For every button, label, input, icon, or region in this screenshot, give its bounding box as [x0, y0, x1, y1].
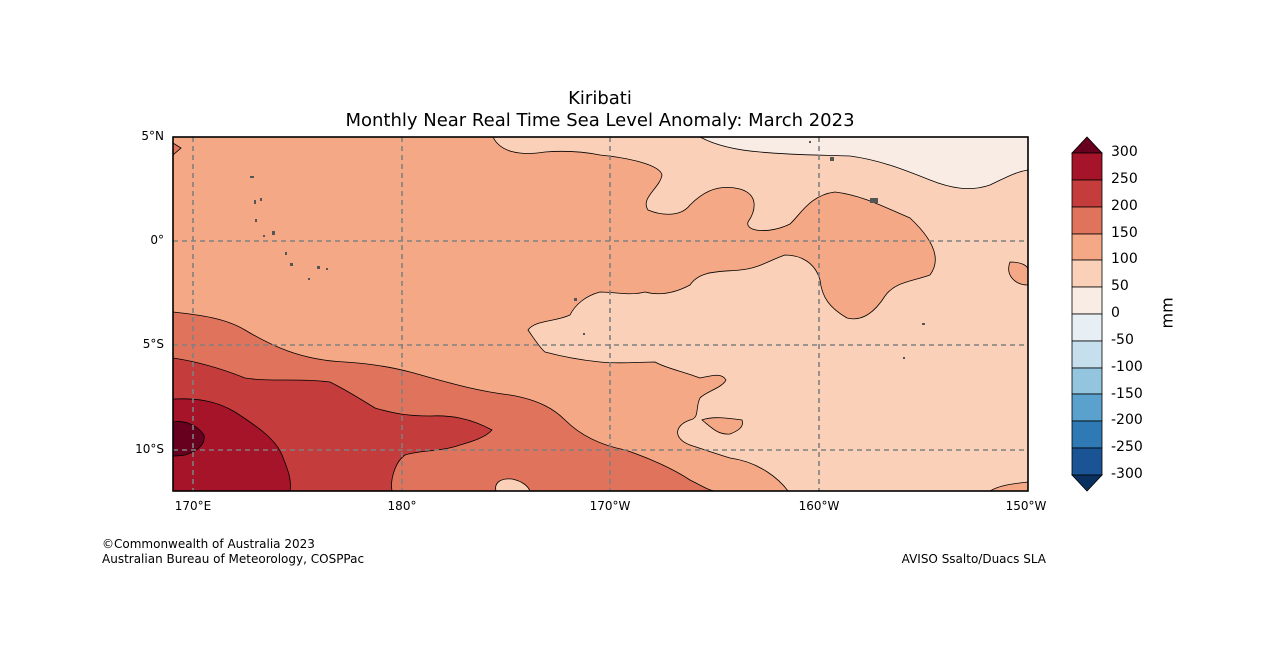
agency-line: Australian Bureau of Meteorology, COSPPa… [102, 552, 365, 566]
lon-label-170e: 170°E [174, 499, 212, 513]
colorbar-swatch [1071, 420, 1103, 449]
contour-250-300 [173, 398, 291, 491]
contour-patch-northwest [173, 142, 182, 156]
contour-50-100-north [492, 137, 1028, 491]
map-subtitle: Monthly Near Real Time Sea Level Anomaly… [345, 110, 855, 131]
lat-label-5s: 5°S [142, 337, 164, 351]
lat-label-10s: 10°S [135, 442, 164, 456]
contour-0-50 [699, 137, 1028, 190]
colorbar-extend-top [1071, 136, 1103, 154]
colorbar-tick-label: -100 [1111, 359, 1143, 375]
colorbar-tick-label: -300 [1111, 466, 1143, 482]
lon-label-180: 180° [387, 499, 417, 513]
colorbar-unit: mm [1157, 297, 1177, 329]
colorbar-tick-label: 0 [1111, 305, 1120, 321]
colorbar-tick-label: 150 [1111, 225, 1138, 241]
lat-label-5n: 5°N [141, 129, 164, 143]
colorbar-tick-label: -150 [1111, 386, 1143, 402]
colorbar-tick-label: 250 [1111, 171, 1138, 187]
islands [250, 141, 925, 359]
colorbar-swatch [1071, 233, 1103, 261]
colorbar-extend-bottom [1071, 474, 1103, 492]
copyright-line: ©Commonwealth of Australia 2023 [102, 537, 315, 551]
lon-label-150w: 150°W [1005, 499, 1047, 513]
colorbar [1071, 136, 1103, 492]
copyright-credit: ©Commonwealth of Australia 2023 Australi… [102, 537, 364, 567]
colorbar-swatch [1071, 152, 1103, 181]
colorbar-swatch [1071, 259, 1103, 288]
contour-above-300 [173, 421, 205, 457]
colorbar-tick-label: 200 [1111, 198, 1138, 214]
map-title: Kiribati [568, 88, 632, 109]
graticule [173, 137, 1028, 491]
colorbar-tick-label: -50 [1111, 332, 1134, 348]
colorbar-tick-label: -200 [1111, 412, 1143, 428]
colorbar-tick-label: 300 [1111, 144, 1138, 160]
colorbar-swatch [1071, 393, 1103, 422]
colorbar-swatch [1071, 179, 1103, 208]
map-border [172, 136, 1029, 492]
colorbar-swatch [1071, 447, 1103, 476]
contour-patch-south [495, 478, 531, 491]
colorbar-swatch [1071, 286, 1103, 315]
colorbar-tick-label: 100 [1111, 251, 1138, 267]
data-source-credit: AVISO Ssalto/Duacs SLA [901, 552, 1046, 566]
lon-label-160w: 160°W [798, 499, 840, 513]
contour-patch-east [701, 417, 743, 435]
colorbar-swatch [1071, 313, 1103, 342]
lon-label-170w: 170°W [589, 499, 631, 513]
colorbar-swatch [1071, 340, 1103, 369]
lat-label-0: 0° [150, 233, 164, 247]
colorbar-tick-label: 50 [1111, 278, 1129, 294]
colorbar-swatch [1071, 367, 1103, 395]
colorbar-swatch [1071, 206, 1103, 235]
colorbar-tick-label: -250 [1111, 439, 1143, 455]
